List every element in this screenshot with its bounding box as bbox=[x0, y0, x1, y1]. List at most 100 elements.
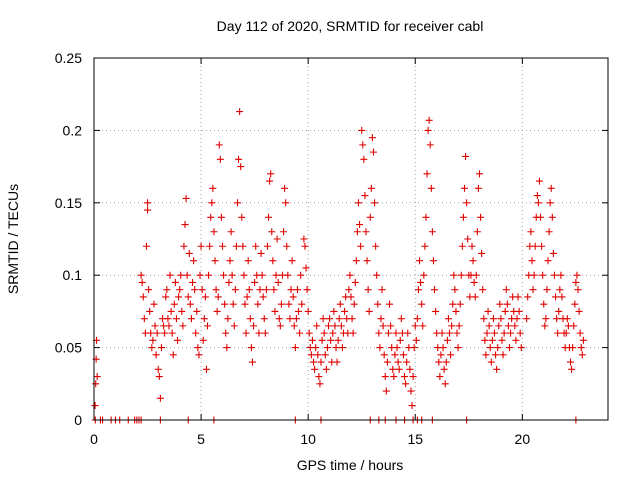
data-point bbox=[146, 307, 154, 315]
data-point bbox=[497, 315, 505, 323]
data-point bbox=[266, 177, 274, 185]
data-point bbox=[363, 257, 371, 265]
data-point bbox=[138, 278, 146, 286]
data-point bbox=[193, 307, 201, 315]
data-point bbox=[288, 257, 296, 265]
data-point bbox=[499, 351, 507, 359]
data-point bbox=[291, 344, 299, 352]
data-point bbox=[263, 242, 271, 250]
data-point bbox=[286, 315, 294, 323]
data-point bbox=[334, 336, 342, 344]
data-point bbox=[350, 300, 358, 308]
data-point bbox=[382, 387, 390, 395]
data-point bbox=[179, 322, 187, 330]
data-point bbox=[165, 322, 173, 330]
data-point bbox=[209, 184, 217, 192]
data-point bbox=[449, 300, 457, 308]
data-point bbox=[196, 271, 204, 279]
data-point bbox=[471, 293, 479, 301]
data-point bbox=[479, 286, 487, 294]
data-point bbox=[367, 184, 375, 192]
data-point bbox=[426, 141, 434, 149]
data-point bbox=[392, 329, 400, 337]
data-point bbox=[407, 387, 415, 395]
data-point bbox=[447, 351, 455, 359]
data-point bbox=[450, 271, 458, 279]
data-point bbox=[287, 286, 295, 294]
data-point bbox=[573, 271, 581, 279]
data-point bbox=[315, 373, 323, 381]
x-tick-label: 20 bbox=[515, 431, 531, 447]
data-point bbox=[500, 329, 508, 337]
data-point bbox=[207, 213, 215, 221]
data-point bbox=[154, 365, 162, 373]
data-point bbox=[352, 257, 360, 265]
y-tick-label: 0.1 bbox=[63, 267, 83, 283]
data-point bbox=[241, 300, 249, 308]
data-point bbox=[446, 329, 454, 337]
data-point bbox=[166, 271, 174, 279]
data-point bbox=[161, 329, 169, 337]
data-point bbox=[260, 315, 268, 323]
data-point bbox=[323, 344, 331, 352]
data-point bbox=[440, 365, 448, 373]
data-point bbox=[251, 278, 259, 286]
data-point bbox=[224, 315, 232, 323]
data-point bbox=[347, 293, 355, 301]
data-point bbox=[155, 373, 163, 381]
data-point bbox=[149, 336, 157, 344]
data-point bbox=[486, 344, 494, 352]
data-point bbox=[401, 373, 409, 381]
data-point bbox=[396, 336, 404, 344]
data-point bbox=[437, 351, 445, 359]
data-point bbox=[272, 271, 280, 279]
data-point bbox=[431, 286, 439, 294]
data-point bbox=[157, 344, 165, 352]
data-point bbox=[488, 336, 496, 344]
data-point bbox=[505, 344, 513, 352]
data-point bbox=[183, 271, 191, 279]
data-point bbox=[222, 329, 230, 337]
data-point bbox=[327, 336, 335, 344]
data-point bbox=[432, 307, 440, 315]
data-point bbox=[174, 336, 182, 344]
data-point bbox=[225, 278, 233, 286]
data-point bbox=[292, 315, 300, 323]
data-point bbox=[246, 315, 254, 323]
data-point bbox=[441, 380, 449, 388]
data-point bbox=[494, 344, 502, 352]
y-tick-label: 0.15 bbox=[55, 195, 82, 211]
data-point bbox=[190, 257, 198, 265]
plot-frame bbox=[93, 57, 609, 421]
data-point bbox=[177, 271, 185, 279]
data-point bbox=[374, 300, 382, 308]
data-point bbox=[469, 257, 477, 265]
data-point bbox=[204, 322, 212, 330]
data-point bbox=[296, 329, 304, 337]
data-point bbox=[189, 278, 197, 286]
data-point bbox=[483, 329, 491, 337]
data-point bbox=[537, 213, 545, 221]
data-points bbox=[91, 108, 587, 424]
data-point bbox=[164, 315, 172, 323]
x-axis-label: GPS time / hours bbox=[297, 457, 404, 473]
data-point bbox=[162, 293, 170, 301]
data-point bbox=[168, 329, 176, 337]
axis-ticks bbox=[93, 57, 608, 421]
data-point bbox=[417, 278, 425, 286]
data-point bbox=[267, 170, 275, 178]
data-point bbox=[282, 199, 290, 207]
data-point bbox=[357, 242, 365, 250]
data-point bbox=[545, 228, 553, 236]
data-point bbox=[256, 286, 264, 294]
data-point bbox=[185, 249, 193, 257]
data-point bbox=[187, 315, 195, 323]
data-point bbox=[257, 249, 265, 257]
data-point bbox=[535, 177, 543, 185]
y-tick-labels: 0 0.05 0.1 0.15 0.2 0.25 bbox=[55, 50, 82, 428]
data-point bbox=[502, 286, 510, 294]
data-point bbox=[477, 213, 485, 221]
data-point bbox=[182, 194, 190, 202]
data-point bbox=[421, 242, 429, 250]
data-point bbox=[144, 206, 152, 214]
